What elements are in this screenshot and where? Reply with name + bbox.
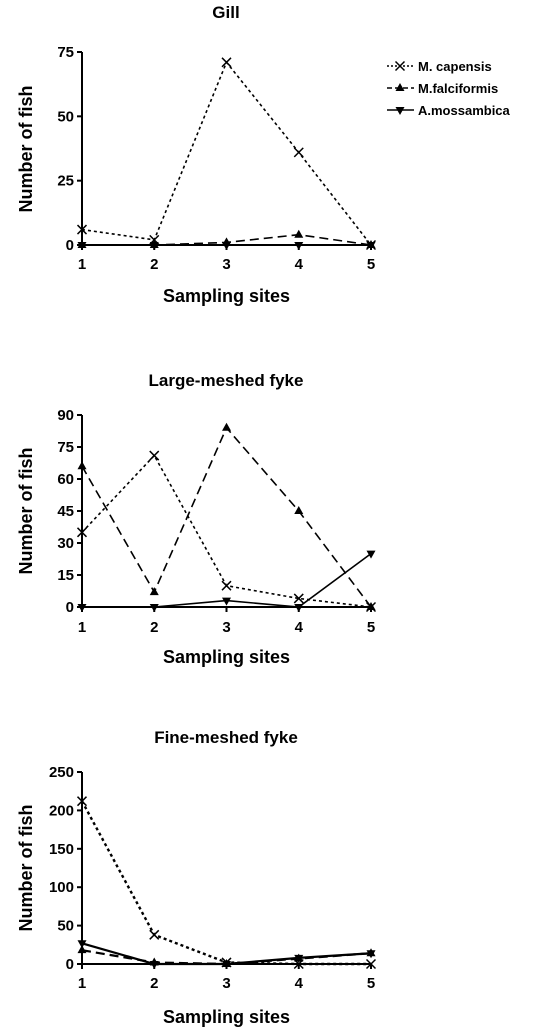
series-line-1 — [81, 60, 372, 246]
data-point-series-1 — [221, 57, 232, 68]
data-point-series-3 — [366, 242, 376, 250]
legend-marker-3 — [395, 107, 405, 115]
legend: M. capensis M.falciformis A.mossambica — [387, 59, 511, 118]
data-point-series-3 — [149, 961, 159, 969]
data-point-series-2 — [149, 587, 159, 596]
y-tick-label: 75 — [57, 44, 74, 61]
x-axis-label: Sampling sites — [163, 286, 290, 306]
data-point-series-3 — [149, 604, 159, 612]
data-point-series-1 — [365, 958, 377, 970]
y-axis-label: Number of fish — [16, 85, 36, 212]
x-axis-label: Sampling sites — [163, 647, 290, 667]
y-axis-label: Number of fish — [16, 804, 36, 931]
data-point-series-1 — [149, 450, 160, 461]
y-tick-label: 50 — [57, 108, 74, 125]
y-tick-label: 0 — [66, 599, 74, 616]
y-tick-label: 100 — [49, 879, 74, 896]
chart-title: Large-meshed fyke — [149, 371, 304, 390]
data-point-series-3 — [222, 597, 231, 606]
data-point-series-3 — [294, 954, 304, 963]
data-point-series-2 — [77, 461, 87, 470]
legend-marker-1 — [394, 60, 406, 72]
x-tick-label: 3 — [222, 619, 230, 636]
x-axis-label: Sampling sites — [163, 1007, 290, 1027]
x-tick-label: 2 — [150, 975, 158, 992]
data-point-series-1 — [293, 593, 304, 604]
legend-label-1: M. capensis — [418, 59, 492, 74]
chart-title: Fine-meshed fyke — [154, 728, 298, 747]
y-tick-label: 60 — [57, 471, 74, 488]
y-tick-label: 200 — [49, 802, 74, 819]
y-tick-label: 15 — [57, 567, 74, 584]
data-point-series-3 — [366, 950, 376, 959]
y-tick-label: 250 — [49, 764, 74, 781]
y-tick-label: 25 — [57, 173, 74, 190]
x-tick-label: 1 — [78, 975, 86, 992]
y-tick-label: 90 — [57, 407, 74, 424]
y-tick-label: 50 — [57, 918, 74, 935]
series-line-1 — [80, 800, 371, 966]
data-point-series-3 — [77, 940, 87, 949]
data-point-series-1 — [293, 147, 304, 158]
data-point-series-3 — [294, 242, 304, 250]
x-tick-label: 5 — [367, 975, 375, 992]
data-point-series-1 — [76, 796, 88, 807]
data-point-series-1 — [76, 224, 88, 235]
x-tick-label: 2 — [150, 619, 158, 636]
x-tick-label: 2 — [150, 256, 158, 273]
data-point-series-3 — [294, 604, 304, 612]
x-tick-label: 5 — [367, 619, 375, 636]
x-tick-label: 1 — [78, 619, 86, 636]
y-tick-label: 0 — [66, 237, 74, 254]
y-tick-label: 0 — [66, 956, 74, 973]
data-point-series-3 — [222, 242, 231, 250]
y-tick-label: 150 — [49, 841, 74, 858]
data-point-series-3 — [366, 550, 376, 559]
data-point-series-2 — [222, 422, 231, 431]
data-point-series-1 — [149, 929, 160, 940]
data-point-series-3 — [77, 242, 87, 250]
data-point-series-2 — [294, 506, 304, 514]
data-point-series-1 — [76, 527, 88, 538]
data-point-series-2 — [294, 229, 304, 238]
y-tick-label: 30 — [57, 535, 74, 552]
x-tick-label: 4 — [295, 619, 304, 636]
chart-panel-2: Large-meshed fyke Number of fish Sampling … — [16, 371, 377, 667]
y-tick-label: 75 — [57, 439, 74, 456]
x-tick-label: 4 — [295, 256, 304, 273]
legend-label-3: A.mossambica — [418, 103, 511, 118]
chart-title: Gill — [212, 3, 239, 22]
data-point-series-3 — [222, 961, 231, 969]
legend-marker-2 — [395, 83, 405, 91]
x-tick-label: 3 — [222, 256, 230, 273]
series-line-2 — [81, 426, 372, 608]
legend-label-2: M.falciformis — [418, 81, 498, 96]
x-tick-label: 1 — [78, 256, 86, 273]
y-axis-label: Number of fish — [16, 447, 36, 574]
series-line-1 — [81, 454, 372, 608]
data-point-series-2 — [366, 602, 376, 610]
data-point-series-1 — [221, 580, 232, 591]
x-tick-label: 5 — [367, 256, 375, 273]
data-point-series-3 — [77, 604, 87, 612]
data-point-series-3 — [149, 242, 159, 250]
x-tick-label: 3 — [222, 975, 230, 992]
chart-panel-3: Fine-meshed fyke Number of fish Sampling s… — [16, 728, 377, 1027]
y-tick-label: 45 — [57, 503, 74, 520]
data-point-series-2 — [77, 945, 87, 954]
x-tick-label: 4 — [295, 975, 304, 992]
